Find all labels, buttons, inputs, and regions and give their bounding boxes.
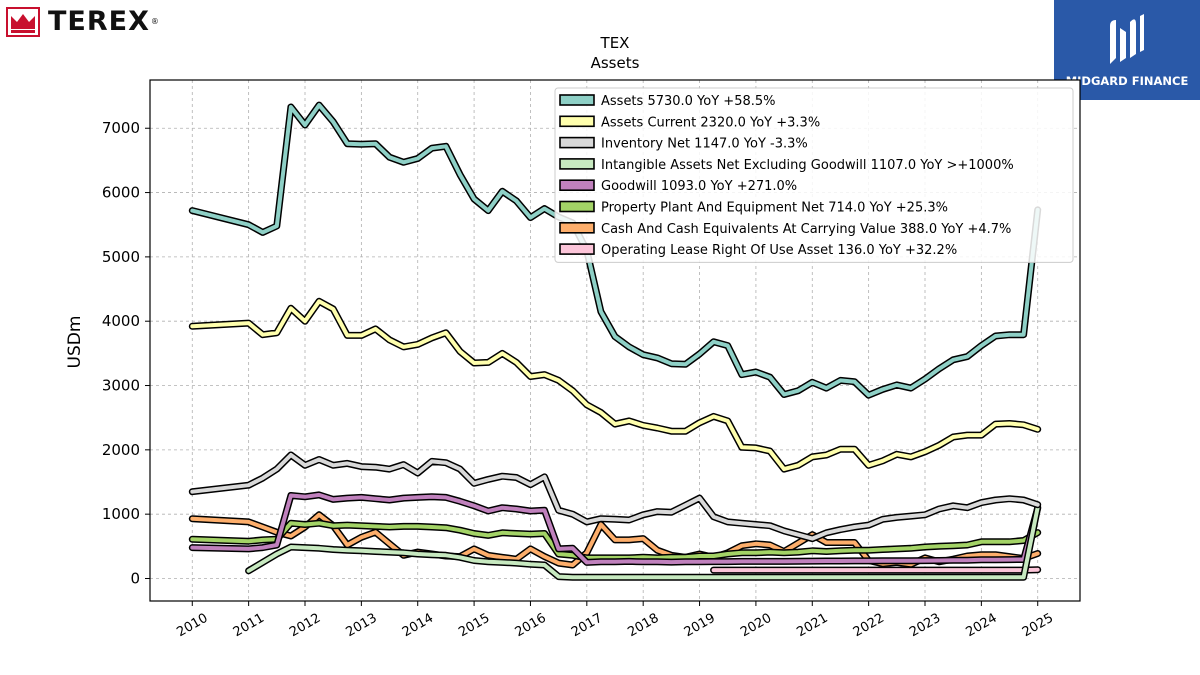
y-tick-label: 2000 bbox=[102, 441, 140, 459]
y-tick-label: 1000 bbox=[102, 505, 140, 523]
y-tick-label: 6000 bbox=[102, 184, 140, 202]
legend-entry: Intangible Assets Net Excluding Goodwill… bbox=[601, 158, 1014, 173]
legend-swatch bbox=[559, 136, 595, 149]
y-tick-label: 4000 bbox=[102, 312, 140, 330]
legend-entry: Assets Current 2320.0 YoY +3.3% bbox=[601, 115, 820, 130]
axes-frame bbox=[149, 79, 1081, 602]
legend-entry: Inventory Net 1147.0 YoY -3.3% bbox=[601, 137, 808, 152]
legend-swatch bbox=[559, 243, 595, 255]
legend-entry: Property Plant And Equipment Net 714.0 Y… bbox=[601, 201, 948, 216]
legend-entry: Cash And Cash Equivalents At Carrying Va… bbox=[601, 222, 1011, 237]
series-line bbox=[190, 299, 1040, 472]
chart-subtitle: Assets bbox=[591, 54, 640, 72]
y-tick-label: 7000 bbox=[102, 119, 140, 137]
y-axis-label: USDm bbox=[65, 316, 85, 369]
x-tick-label: 2014 bbox=[400, 611, 436, 641]
y-tick-label: 0 bbox=[130, 569, 140, 587]
series-line bbox=[190, 492, 1040, 565]
badge-label: MIDGARD FINANCE bbox=[1065, 74, 1189, 88]
legend-swatch bbox=[559, 179, 595, 191]
series-lines bbox=[188, 101, 1042, 581]
x-tick-label: 2011 bbox=[231, 611, 267, 641]
x-tick-label: 2012 bbox=[287, 611, 323, 641]
legend: Assets 5730.0 YoY +58.5% Assets Current 2… bbox=[554, 87, 1074, 263]
x-tick-label: 2025 bbox=[1020, 611, 1056, 641]
legend-swatch bbox=[559, 158, 595, 170]
brand-registered-mark: ® bbox=[150, 17, 159, 26]
legend-box bbox=[554, 87, 1074, 263]
legend-swatch bbox=[559, 222, 595, 234]
legend-swatch bbox=[559, 115, 595, 128]
legend-swatch bbox=[559, 94, 595, 106]
x-tick-label: 2013 bbox=[344, 611, 380, 641]
x-tick-label: 2021 bbox=[794, 611, 830, 641]
y-tick-label: 5000 bbox=[102, 248, 140, 266]
terex-logo: TEREX ® bbox=[6, 6, 159, 37]
brand-name: TEREX bbox=[48, 6, 150, 37]
series-line bbox=[190, 453, 1040, 541]
x-tick-label: 2015 bbox=[456, 611, 492, 641]
y-tick-label: 3000 bbox=[102, 377, 140, 395]
x-tick-label: 2017 bbox=[569, 611, 605, 641]
x-tick-label: 2016 bbox=[513, 611, 549, 641]
series-line bbox=[246, 505, 1040, 580]
x-tick-label: 2010 bbox=[174, 611, 210, 641]
legend-entry: Assets 5730.0 YoY +58.5% bbox=[601, 94, 776, 109]
x-tick-label: 2020 bbox=[738, 611, 774, 641]
midgard-logo-icon bbox=[1110, 14, 1144, 64]
x-tick-label: 2018 bbox=[625, 611, 661, 641]
series-line bbox=[190, 103, 1040, 398]
x-tick-label: 2023 bbox=[907, 611, 943, 641]
x-tick-label: 2019 bbox=[682, 611, 718, 641]
legend-entry: Goodwill 1093.0 YoY +271.0% bbox=[601, 179, 797, 194]
series-line bbox=[190, 521, 1040, 560]
legend-entry: Operating Lease Right Of Use Asset 136.0… bbox=[601, 243, 957, 258]
terex-crown-icon bbox=[6, 6, 40, 37]
chart-title: TEX bbox=[600, 34, 630, 52]
x-tick-label: 2022 bbox=[851, 611, 887, 641]
x-tick-label: 2024 bbox=[964, 611, 1000, 641]
legend-swatch bbox=[559, 200, 595, 213]
